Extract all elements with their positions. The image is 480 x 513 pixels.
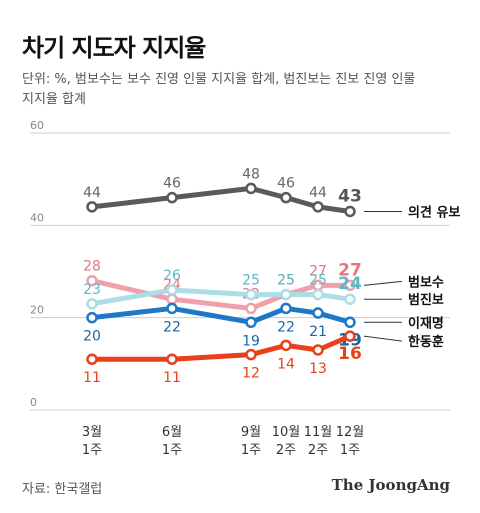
data-point — [86, 353, 98, 365]
x-tick-label: 9월 — [241, 425, 261, 440]
y-tick-label: 60 — [30, 119, 44, 132]
data-point — [312, 307, 324, 319]
data-point — [312, 201, 324, 213]
data-label: 25 — [277, 273, 295, 289]
x-tick-label: 3월 — [82, 425, 102, 440]
data-label: 16 — [338, 344, 362, 364]
data-label: 25 — [277, 273, 295, 289]
y-tick-label: 20 — [30, 304, 44, 317]
data-label: 19 — [242, 333, 260, 349]
x-tick-label: 6월 — [162, 425, 182, 440]
data-point — [245, 348, 257, 361]
data-point — [280, 288, 292, 301]
data-label: 44 — [309, 185, 327, 201]
data-point — [245, 182, 257, 195]
data-point — [344, 330, 356, 342]
legend-leader — [363, 335, 403, 342]
x-tick-label: 11월 — [304, 425, 333, 440]
data-point — [280, 191, 292, 204]
data-label: 25 — [242, 273, 260, 289]
data-point — [344, 279, 356, 292]
x-tick-label: 1주 — [340, 443, 360, 458]
subtitle-line: 단위: %, 범보수는 보수 진영 인물 지지율 합계, 범진보는 진보 진영 … — [22, 72, 416, 87]
source-note: 자료: 한국갤럽 — [22, 482, 103, 497]
legend-label: 의견 유보 — [408, 204, 460, 220]
x-tick-label: 2주 — [308, 443, 328, 458]
data-label: 46 — [277, 176, 295, 192]
x-tick-label: 10월 — [272, 425, 301, 440]
data-point — [166, 353, 178, 365]
data-label: 28 — [83, 259, 101, 275]
data-label: 27 — [309, 263, 327, 279]
x-tick-label: 2주 — [276, 443, 296, 458]
data-label: 14 — [277, 356, 295, 372]
data-point — [245, 288, 257, 301]
data-label: 43 — [338, 186, 362, 206]
data-label: 11 — [83, 370, 101, 386]
x-tick-label: 12월 — [336, 425, 365, 440]
legend-label: 이재명 — [408, 315, 444, 331]
data-label: 25 — [309, 273, 327, 289]
data-label: 26 — [163, 268, 181, 284]
data-point — [245, 302, 257, 315]
data-label: 46 — [163, 176, 181, 192]
chart-subtitle: 단위: %, 범보수는 보수 진영 인물 지지율 합계, 범진보는 진보 진영 … — [22, 70, 462, 110]
y-tick-label: 0 — [30, 396, 37, 409]
page-title: 차기 지도자 지지율 — [22, 34, 206, 62]
data-label: 23 — [83, 282, 101, 298]
data-point — [245, 316, 257, 329]
legend-label: 범보수 — [408, 274, 444, 290]
y-tick-label: 40 — [30, 211, 44, 224]
data-label: 12 — [242, 366, 260, 382]
data-point — [166, 191, 178, 204]
data-label: 44 — [83, 185, 101, 201]
subtitle-line: 지지율 합계 — [22, 92, 86, 107]
data-point — [312, 344, 324, 356]
brand-logo: The JoongAng — [331, 476, 450, 494]
data-point — [166, 284, 178, 296]
data-point — [86, 201, 98, 213]
legend-label: 한동훈 — [408, 334, 444, 350]
data-point — [280, 302, 292, 315]
data-label: 22 — [277, 319, 295, 335]
data-label: 20 — [83, 329, 101, 345]
x-tick-label: 1주 — [82, 443, 102, 458]
data-label: 27 — [338, 260, 362, 280]
data-point — [166, 302, 178, 315]
data-label: 24 — [338, 274, 362, 294]
data-point — [86, 298, 98, 310]
data-point — [344, 205, 356, 218]
data-point — [344, 293, 356, 305]
data-point — [280, 339, 292, 352]
x-tick-label: 1주 — [241, 443, 261, 458]
data-label: 11 — [163, 370, 181, 386]
data-label: 21 — [309, 324, 327, 340]
data-point — [344, 316, 356, 329]
series-line-한동훈 — [89, 333, 353, 362]
x-tick-label: 1주 — [162, 443, 182, 458]
data-point — [86, 274, 98, 287]
legend-leader — [363, 280, 403, 286]
data-point — [312, 288, 324, 301]
data-label: 48 — [242, 166, 260, 182]
data-point — [86, 311, 98, 324]
data-label: 13 — [309, 361, 327, 377]
series-line-이재명 — [89, 305, 353, 325]
legend-label: 범진보 — [408, 292, 444, 308]
data-point — [166, 293, 178, 305]
data-label: 22 — [163, 319, 181, 335]
